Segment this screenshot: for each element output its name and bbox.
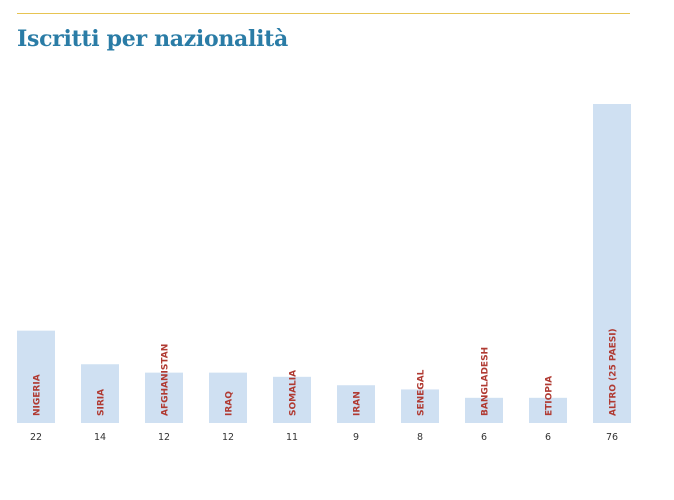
- bar-siria: [81, 364, 119, 423]
- bar-senegal: [401, 389, 439, 423]
- category-label-nigeria: NIGERIA: [33, 374, 43, 416]
- category-label-iraq: IRAQ: [225, 391, 235, 416]
- top-rule: [17, 13, 630, 14]
- bar-somalia: [273, 376, 311, 423]
- category-label-bangladesh: BANGLADESH: [481, 347, 491, 416]
- value-label-senegal: 8: [417, 432, 423, 443]
- bar-etiopia: [529, 397, 567, 423]
- category-label-altro-25-paesi: ALTRO (25 PAESI): [609, 328, 619, 416]
- bar-iraq: [209, 372, 247, 423]
- category-label-etiopia: ETIOPIA: [545, 376, 555, 416]
- bar-altro-25-paesi: [593, 104, 631, 423]
- bar-nigeria: [17, 330, 55, 423]
- category-label-somalia: SOMALIA: [289, 370, 299, 416]
- value-label-iraq: 12: [222, 432, 234, 443]
- value-label-nigeria: 22: [30, 432, 42, 443]
- value-label-bangladesh: 6: [481, 432, 487, 443]
- category-label-iran: IRAN: [353, 391, 363, 416]
- bar-iran: [337, 385, 375, 423]
- category-label-afghanistan: AFGHANISTAN: [161, 344, 171, 416]
- bar-bangladesh: [465, 397, 503, 423]
- bar-afghanistan: [145, 372, 183, 423]
- category-label-senegal: SENEGAL: [417, 369, 427, 416]
- value-label-somalia: 11: [286, 432, 298, 443]
- chart-title: Iscritti per nazionalità: [17, 26, 288, 52]
- category-label-siria: SIRIA: [97, 389, 107, 416]
- value-label-altro-25-paesi: 76: [606, 432, 618, 443]
- value-label-afghanistan: 12: [158, 432, 170, 443]
- value-label-siria: 14: [94, 432, 106, 443]
- value-label-etiopia: 6: [545, 432, 551, 443]
- value-label-iran: 9: [353, 432, 359, 443]
